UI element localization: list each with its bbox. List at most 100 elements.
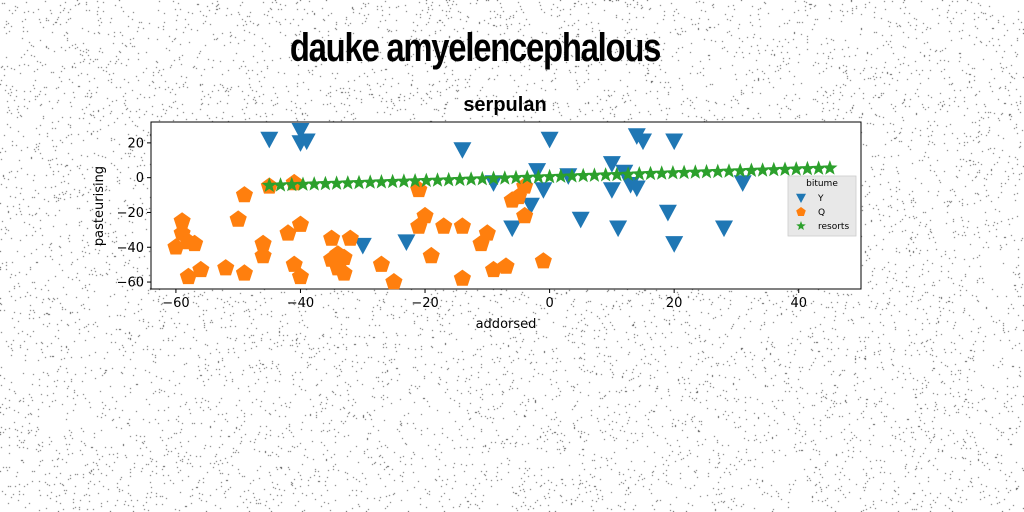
point-resorts-22 (508, 169, 524, 185)
point-y-9 (521, 197, 540, 215)
point-q-18 (291, 267, 309, 285)
point-q-37 (485, 260, 503, 278)
point-q-27 (385, 273, 403, 290)
legend-marker-y (796, 193, 806, 203)
y-tick-label: 0 (136, 171, 144, 186)
point-resorts-5 (317, 175, 333, 191)
point-y-4 (453, 142, 472, 159)
point-resorts-24 (530, 169, 546, 184)
point-q-30 (416, 206, 434, 224)
x-tick-label: −60 (162, 296, 189, 311)
point-resorts-17 (452, 171, 468, 187)
point-q-43 (534, 252, 552, 269)
y-tick-label: −20 (117, 206, 144, 221)
point-resorts-4 (306, 176, 322, 191)
point-resorts-38 (687, 164, 703, 179)
legend-marker-q (796, 207, 806, 216)
point-q-16 (285, 255, 303, 272)
y-axis-label: pasteurising (92, 166, 107, 246)
point-resorts-9 (362, 174, 378, 189)
point-q-9 (235, 186, 253, 203)
point-q-7 (217, 259, 235, 276)
point-resorts-10 (373, 174, 389, 189)
point-q-38 (497, 257, 515, 274)
point-resorts-14 (418, 172, 434, 188)
point-resorts-32 (620, 166, 636, 181)
point-resorts-46 (777, 161, 793, 176)
point-q-24 (335, 248, 353, 265)
point-q-14 (279, 224, 297, 241)
point-y-23 (658, 204, 677, 222)
point-resorts-0 (261, 177, 277, 192)
point-resorts-25 (542, 168, 558, 184)
point-q-6 (192, 260, 210, 278)
point-y-14 (571, 211, 590, 229)
y-tick-label: −60 (117, 276, 144, 291)
point-q-12 (254, 246, 272, 264)
legend-label-q: Q (818, 208, 825, 218)
point-y-8 (503, 220, 522, 238)
point-q-4 (179, 267, 197, 285)
point-y-22 (634, 133, 652, 151)
point-y-10 (528, 163, 547, 180)
figure-suptitle: dauke amyelencephalous (289, 26, 662, 70)
point-y-3 (297, 133, 316, 151)
point-q-25 (341, 229, 359, 246)
legend-label-resorts: resorts (818, 222, 849, 232)
x-tick-label: −20 (411, 296, 438, 311)
legend-marker-resorts (796, 221, 806, 230)
point-q-36 (478, 224, 496, 241)
point-q-33 (453, 217, 471, 234)
point-resorts-12 (396, 173, 412, 188)
point-resorts-27 (564, 168, 580, 183)
point-resorts-20 (485, 170, 502, 185)
legend-label-y: Y (817, 194, 824, 204)
point-q-31 (422, 246, 440, 264)
x-tick-label: 0 (545, 296, 553, 311)
point-resorts-23 (519, 169, 535, 184)
point-resorts-43 (743, 162, 759, 177)
point-resorts-36 (665, 165, 681, 180)
point-y-16 (602, 182, 621, 199)
point-resorts-48 (799, 160, 815, 176)
point-resorts-41 (721, 163, 737, 178)
point-q-32 (435, 217, 453, 234)
y-tick-label: 20 (127, 136, 144, 151)
point-y-27 (733, 175, 752, 192)
point-y-7 (484, 175, 503, 192)
point-resorts-15 (429, 172, 446, 187)
point-y-24 (665, 133, 684, 151)
point-resorts-37 (676, 164, 692, 180)
point-resorts-26 (553, 168, 569, 183)
point-y-11 (534, 182, 553, 199)
point-resorts-39 (698, 163, 715, 179)
point-y-6 (397, 234, 416, 251)
point-resorts-47 (788, 161, 804, 176)
axis-ticks: −60 −40 −20 0 20 40 −60 −40 −20 0 20 (117, 136, 807, 311)
point-resorts-1 (272, 177, 289, 192)
point-q-11 (254, 234, 272, 252)
x-tick-label: 40 (790, 296, 807, 311)
point-q-23 (335, 264, 353, 281)
point-y-5 (353, 237, 372, 255)
point-resorts-19 (474, 170, 490, 186)
point-y-12 (540, 131, 559, 149)
point-resorts-30 (598, 167, 614, 182)
point-q-0 (167, 238, 185, 255)
point-resorts-13 (407, 173, 423, 188)
point-q-8 (229, 210, 247, 227)
point-y-15 (602, 156, 621, 173)
point-y-0 (260, 131, 279, 149)
point-q-34 (453, 269, 471, 286)
point-resorts-42 (732, 162, 748, 178)
point-resorts-28 (575, 167, 591, 183)
x-axis-label: addorsed (476, 317, 537, 332)
point-resorts-34 (642, 165, 659, 181)
point-q-41 (516, 206, 534, 224)
y-tick-label: −40 (117, 241, 144, 256)
point-resorts-21 (497, 170, 513, 185)
point-q-1 (173, 212, 191, 229)
point-resorts-31 (609, 166, 625, 182)
point-resorts-8 (351, 174, 367, 190)
